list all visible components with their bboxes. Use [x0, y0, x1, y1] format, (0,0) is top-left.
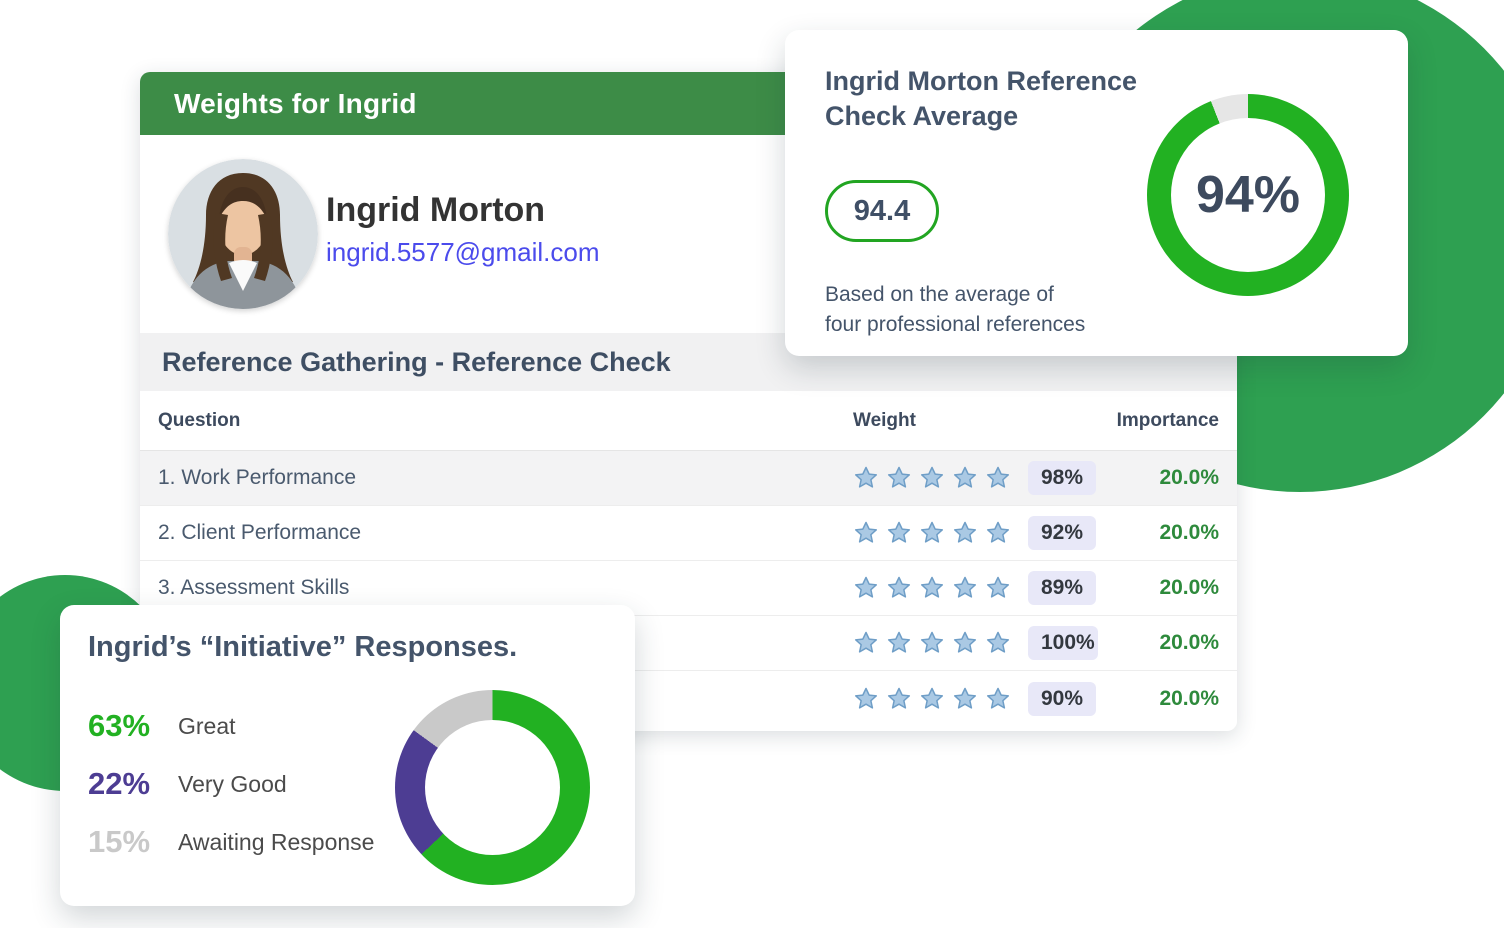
weights-card-title: Weights for Ingrid [174, 87, 417, 119]
profile-email-link[interactable]: ingrid.5577@gmail.com [326, 237, 600, 267]
star-icon[interactable] [985, 686, 1011, 712]
star-icons[interactable] [853, 686, 1011, 712]
table-row: 2. Client Performance 92% 20.0% [140, 506, 1237, 561]
legend-value: 22% [88, 766, 151, 801]
star-icon[interactable] [985, 630, 1011, 656]
importance-value: 20.0% [1159, 631, 1219, 654]
star-icon[interactable] [952, 520, 978, 546]
star-rating[interactable]: 98% [845, 461, 1098, 495]
star-icons[interactable] [853, 520, 1011, 546]
star-rating[interactable]: 89% [845, 571, 1098, 605]
weight-badge: 89% [1028, 571, 1097, 605]
legend-row: 22% Very Good [88, 755, 374, 813]
star-icon[interactable] [886, 630, 912, 656]
responses-legend: 63% Great 22% Very Good 15% Awaiting Res… [88, 697, 374, 871]
average-card-title: Ingrid Morton Reference Check Average [825, 64, 1137, 134]
star-icon[interactable] [985, 465, 1011, 491]
responses-donut-hole [425, 720, 560, 855]
average-score-pill: 94.4 [825, 180, 939, 242]
question-label: 1. Work Performance [158, 466, 357, 489]
star-icon[interactable] [919, 575, 945, 601]
weight-badge: 90% [1028, 681, 1097, 716]
star-icon[interactable] [886, 520, 912, 546]
reference-average-card: Ingrid Morton Reference Check Average 94… [785, 30, 1408, 356]
legend-label: Great [178, 712, 236, 739]
importance-value: 20.0% [1159, 576, 1219, 599]
star-icon[interactable] [886, 465, 912, 491]
star-icons[interactable] [853, 630, 1011, 656]
legend-row: 63% Great [88, 697, 374, 755]
star-icon[interactable] [919, 520, 945, 546]
legend-label: Very Good [178, 770, 287, 797]
importance-value: 20.0% [1159, 466, 1219, 489]
star-icon[interactable] [952, 686, 978, 712]
star-icon[interactable] [985, 575, 1011, 601]
star-icon[interactable] [853, 575, 879, 601]
average-donut-percent: 94% [1195, 166, 1301, 224]
star-icon[interactable] [886, 575, 912, 601]
star-icon[interactable] [952, 465, 978, 491]
average-donut-hole: 94% [1171, 118, 1325, 272]
column-header-question: Question [158, 409, 241, 431]
average-card-title-line1: Ingrid Morton Reference [825, 66, 1138, 96]
avatar-photo-placeholder [168, 159, 318, 309]
section-band: Reference Gathering - Reference Check [140, 333, 1237, 391]
weight-badge: 98% [1028, 461, 1097, 495]
star-icon[interactable] [919, 686, 945, 712]
average-card-description: Based on the average of four professiona… [825, 280, 1085, 340]
star-icon[interactable] [952, 575, 978, 601]
table-row: 1. Work Performance 98% 20.0% [140, 451, 1237, 506]
star-rating[interactable]: 100% [845, 626, 1098, 660]
initiative-responses-card: Ingrid’s “Initiative” Responses. 63% Gre… [60, 605, 635, 906]
profile-name: Ingrid Morton [326, 191, 546, 229]
star-icons[interactable] [853, 465, 1011, 491]
legend-row: 15% Awaiting Response [88, 813, 374, 871]
star-icon[interactable] [853, 630, 879, 656]
responses-card-title: Ingrid’s “Initiative” Responses. [88, 631, 518, 663]
column-header-weight: Weight [853, 409, 916, 431]
section-title: Reference Gathering - Reference Check [162, 346, 671, 377]
profile-section: Ingrid Morton ingrid.5577@gmail.com [140, 135, 1237, 333]
legend-value: 63% [88, 708, 151, 743]
star-icon[interactable] [853, 686, 879, 712]
column-header-importance: Importance [1116, 409, 1219, 431]
star-icon[interactable] [919, 465, 945, 491]
weight-badge: 100% [1028, 626, 1098, 660]
star-rating[interactable]: 92% [845, 516, 1098, 550]
star-rating[interactable]: 90% [845, 681, 1098, 716]
importance-value: 20.0% [1159, 686, 1219, 710]
legend-label: Awaiting Response [178, 828, 375, 855]
importance-value: 20.0% [1159, 521, 1219, 544]
average-description-line1: Based on the average of [825, 283, 1054, 306]
star-icons[interactable] [853, 575, 1011, 601]
legend-value: 15% [88, 824, 151, 859]
question-label: 2. Client Performance [158, 521, 362, 544]
responses-donut-chart [395, 690, 590, 885]
avatar [168, 159, 318, 309]
star-icon[interactable] [886, 686, 912, 712]
star-icon[interactable] [853, 520, 879, 546]
average-donut-chart: 94% [1147, 94, 1349, 296]
star-icon[interactable] [853, 465, 879, 491]
average-card-title-line2: Check Average [825, 101, 1019, 132]
star-icon[interactable] [952, 630, 978, 656]
star-icon[interactable] [985, 520, 1011, 546]
star-icon[interactable] [919, 630, 945, 656]
weight-badge: 92% [1028, 516, 1097, 550]
average-description-line2: four professional references [825, 312, 1086, 336]
question-label: 3. Assessment Skills [158, 576, 350, 599]
table-header-row: Question Weight Importance [140, 391, 1237, 451]
